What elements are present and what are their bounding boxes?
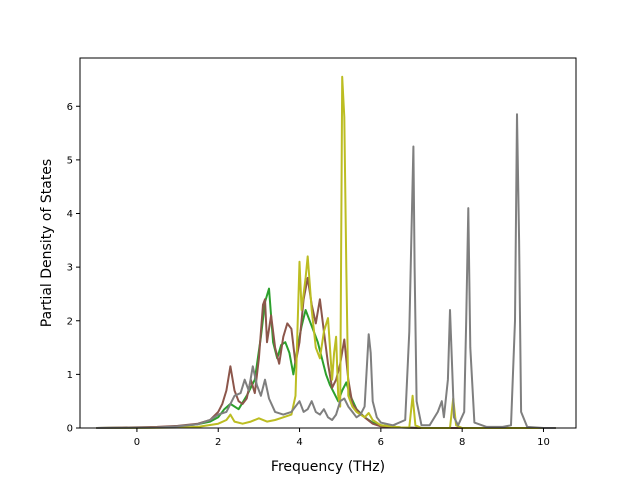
series-line-2	[96, 276, 556, 429]
y-tick-label: 4	[67, 209, 73, 220]
y-tick-label: 6	[67, 102, 73, 113]
x-tick-label: 6	[378, 437, 384, 448]
plot-background	[80, 58, 576, 428]
x-tick-label: 4	[296, 437, 302, 448]
y-axis-ticks: 0 1 2 3 4 5 6	[67, 102, 80, 435]
series-line-4	[96, 113, 556, 429]
series-layer	[96, 75, 556, 429]
x-tick-label: 0	[134, 437, 140, 448]
x-tick-label: 8	[459, 437, 465, 448]
x-axis-ticks: 0 2 4 6 8 10	[134, 428, 550, 448]
y-tick-label: 3	[67, 263, 73, 274]
y-axis-label: Partial Density of States	[39, 159, 55, 327]
x-tick-label: 10	[537, 437, 550, 448]
x-axis-label: Frequency (THz)	[271, 459, 385, 475]
plot-frame	[79, 57, 577, 429]
y-tick-label: 2	[67, 316, 73, 327]
x-tick-label: 2	[215, 437, 221, 448]
y-tick-label: 5	[67, 155, 73, 166]
y-tick-label: 1	[67, 370, 73, 381]
y-tick-label: 0	[67, 424, 73, 435]
